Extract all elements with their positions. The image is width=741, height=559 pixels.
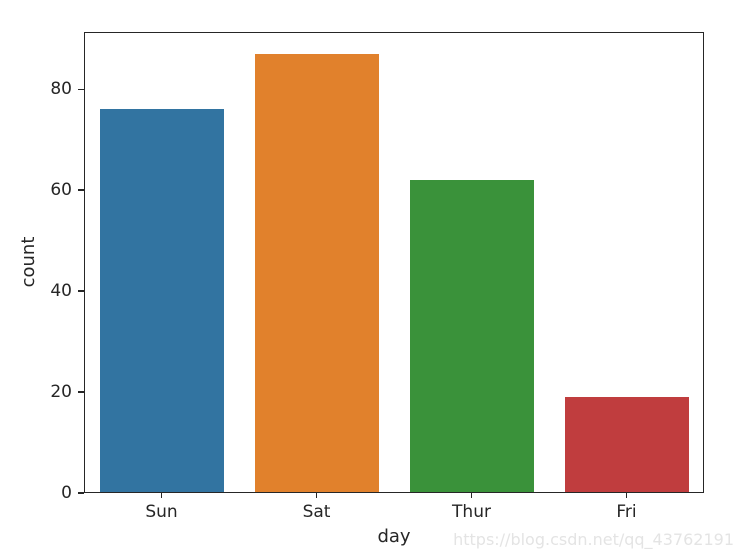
x-tick-mark [160,492,163,498]
y-tick-mark [78,391,84,393]
y-tick-mark [78,492,84,494]
x-tick-label: Fri [616,502,637,522]
y-axis-label: count [18,236,39,288]
y-tick-mark [78,189,84,191]
x-tick-label: Sat [302,502,331,522]
bar-thur [409,180,534,493]
x-tick-label: Sun [145,502,178,522]
x-tick-label: Thur [452,502,491,522]
y-tick-label: 80 [50,79,72,100]
x-tick-mark [625,492,628,498]
y-tick-label: 20 [50,382,72,403]
bar-sun [99,109,224,493]
y-tick-label: 60 [50,180,72,201]
y-tick-mark [78,88,84,91]
x-axis-label: day [377,526,411,547]
x-tick-mark [315,492,318,498]
y-tick-label: 40 [50,281,72,302]
bar-fri [564,397,689,493]
y-tick-label: 0 [61,483,72,503]
x-tick-mark [470,492,473,498]
bar-sat [254,53,379,493]
y-tick-mark [78,290,84,292]
watermark: https://blog.csdn.net/qq_43762191 [453,530,734,549]
